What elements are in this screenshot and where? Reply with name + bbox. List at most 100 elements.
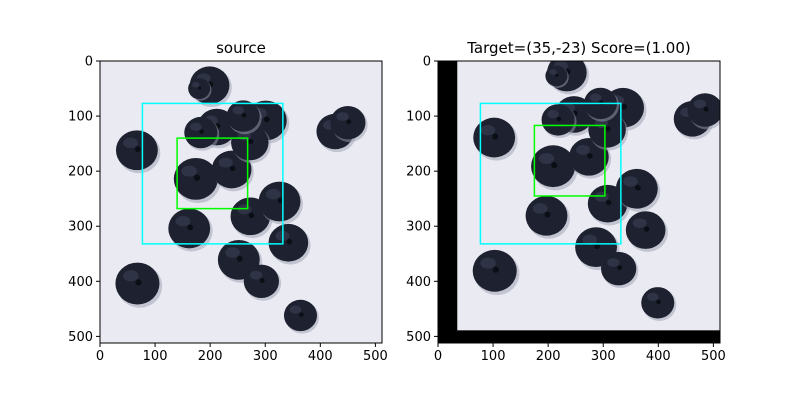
berry-crown: [298, 312, 304, 317]
template-region: [141, 102, 284, 245]
berry-crown: [492, 266, 499, 273]
target-panel: Target=(35,-23) Score=(1.00) 0 100 200 300 4…: [406, 39, 726, 364]
x-tick-label: 400: [308, 349, 333, 364]
berry-crown: [598, 100, 604, 105]
berry-crown: [556, 116, 562, 122]
x-tick-label: 0: [96, 349, 104, 364]
x-tick-label: 0: [434, 349, 442, 364]
berry-highlight: [538, 152, 555, 164]
x-axis-ticks: 0 100 200 300 400 500: [434, 343, 726, 364]
berry-crown: [187, 224, 194, 231]
source-panel: source 0 100 200 300 400 500 0 100 200 300 400 500: [68, 39, 388, 364]
y-tick-label: 200: [406, 165, 431, 180]
template-region: [479, 102, 622, 245]
panel-title-target: Target=(35,-23) Score=(1.00): [466, 39, 690, 57]
berry-crown: [605, 126, 611, 132]
berry-crown: [492, 133, 499, 140]
berry-crown: [263, 116, 270, 123]
berry-crown: [286, 238, 293, 245]
x-axis-ticks: 0 100 200 300 400 500: [96, 343, 388, 364]
x-tick-label: 200: [198, 349, 223, 364]
match-region: [533, 124, 606, 197]
shifted-blueberries-image: [472, 61, 720, 321]
berry-highlight: [480, 257, 496, 269]
berry-crown: [198, 86, 202, 90]
berry-highlight: [547, 110, 559, 119]
berry-highlight: [123, 137, 138, 149]
berry-highlight: [190, 122, 202, 131]
berry-highlight: [232, 106, 245, 115]
berry-highlight: [218, 157, 233, 168]
x-tick-label: 500: [701, 349, 726, 364]
x-tick-label: 300: [253, 349, 278, 364]
match-region: [176, 137, 249, 210]
berry-crown: [634, 184, 641, 191]
berry-crown: [241, 112, 247, 118]
berry-highlight: [607, 258, 620, 267]
berry-highlight: [237, 204, 252, 215]
berry-highlight: [265, 188, 281, 200]
berry-crown: [135, 146, 141, 153]
y-tick-label: 500: [406, 330, 431, 345]
berry-crown: [199, 129, 204, 135]
berry-highlight: [693, 99, 707, 109]
berry-highlight: [582, 234, 598, 246]
berry-crown: [594, 243, 601, 250]
berry-highlight: [594, 191, 609, 202]
berry-crown: [643, 226, 650, 232]
y-tick-label: 0: [85, 55, 93, 70]
berry-highlight: [549, 69, 557, 75]
berry-highlight: [181, 165, 197, 177]
berry-crown: [617, 265, 623, 271]
axes-frame: [437, 60, 721, 344]
y-tick-label: 300: [68, 220, 93, 235]
berry-highlight: [532, 203, 548, 214]
y-tick-label: 400: [68, 275, 93, 290]
berry-crown: [551, 162, 558, 169]
berry-crown: [248, 212, 255, 219]
overlay-rectangles: [479, 102, 622, 245]
y-tick-label: 500: [68, 330, 93, 345]
blueberries-image: [115, 66, 368, 334]
x-tick-label: 200: [536, 349, 561, 364]
berry-crown: [656, 299, 661, 305]
overlay-rectangles: [141, 102, 284, 245]
berry-highlight: [191, 81, 200, 88]
berry-crown: [229, 165, 236, 172]
berry-crown: [587, 153, 593, 159]
berry-highlight: [576, 144, 590, 155]
y-tick-label: 100: [406, 110, 431, 125]
berry-crown: [346, 119, 352, 125]
y-tick-label: 400: [406, 275, 431, 290]
berry-highlight: [623, 176, 638, 187]
berry-crown: [277, 197, 284, 204]
berry-crown: [135, 279, 142, 286]
y-axis-ticks: 0 100 200 300 400 500: [406, 55, 438, 345]
y-tick-label: 300: [406, 220, 431, 235]
berry-crown: [259, 277, 265, 283]
y-tick-label: 200: [68, 165, 93, 180]
berry-highlight: [123, 270, 139, 282]
berry-highlight: [249, 270, 263, 280]
x-tick-label: 400: [646, 349, 671, 364]
berry-crown: [621, 103, 628, 110]
berry-highlight: [589, 93, 602, 102]
berry-highlight: [336, 112, 349, 121]
y-tick-label: 100: [68, 110, 93, 125]
x-tick-label: 300: [591, 349, 616, 364]
berry-crown: [703, 106, 709, 112]
panel-title-source: source: [216, 39, 266, 57]
berry-highlight: [225, 247, 240, 258]
berry-highlight: [175, 215, 191, 227]
x-tick-label: 100: [481, 349, 506, 364]
y-tick-label: 0: [423, 55, 431, 70]
berry-highlight: [647, 292, 659, 302]
berry-crown: [193, 174, 201, 181]
berry-crown: [248, 138, 254, 145]
berry-crown: [236, 255, 243, 262]
berry-highlight: [480, 125, 496, 136]
berry-highlight: [289, 305, 302, 314]
berry-crown: [544, 211, 551, 218]
berry-crown: [555, 73, 559, 77]
